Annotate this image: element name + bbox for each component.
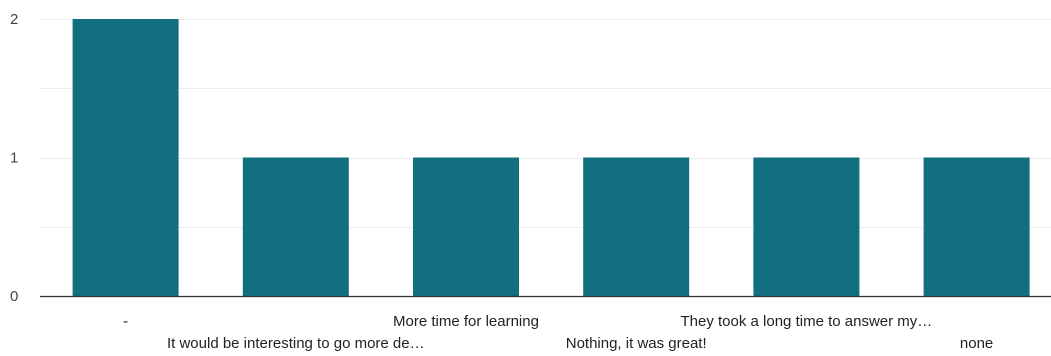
bar-3 [583,157,690,296]
y-axis-ticks: 0 1 2 [10,11,18,305]
x-category-label-0: - [123,313,128,330]
x-category-label-3: Nothing, it was great! [566,335,707,351]
y-tick-label-0: 0 [10,288,18,305]
x-category-label-5: none [960,335,993,351]
y-tick-label-2: 2 [10,11,18,28]
x-axis-category-labels: - It would be interesting to go more de… M… [123,313,993,352]
bar-5 [923,157,1030,296]
bar-2 [413,157,519,296]
bar-4 [753,157,860,296]
x-category-label-2: More time for learning [393,313,539,330]
bar-1 [242,157,349,296]
bar-0 [72,19,179,296]
x-category-label-4: They took a long time to answer my… [681,313,933,330]
bars [72,19,1030,296]
y-tick-label-1: 1 [10,150,18,167]
gridlines [40,19,1051,228]
x-category-label-1: It would be interesting to go more de… [167,335,425,351]
